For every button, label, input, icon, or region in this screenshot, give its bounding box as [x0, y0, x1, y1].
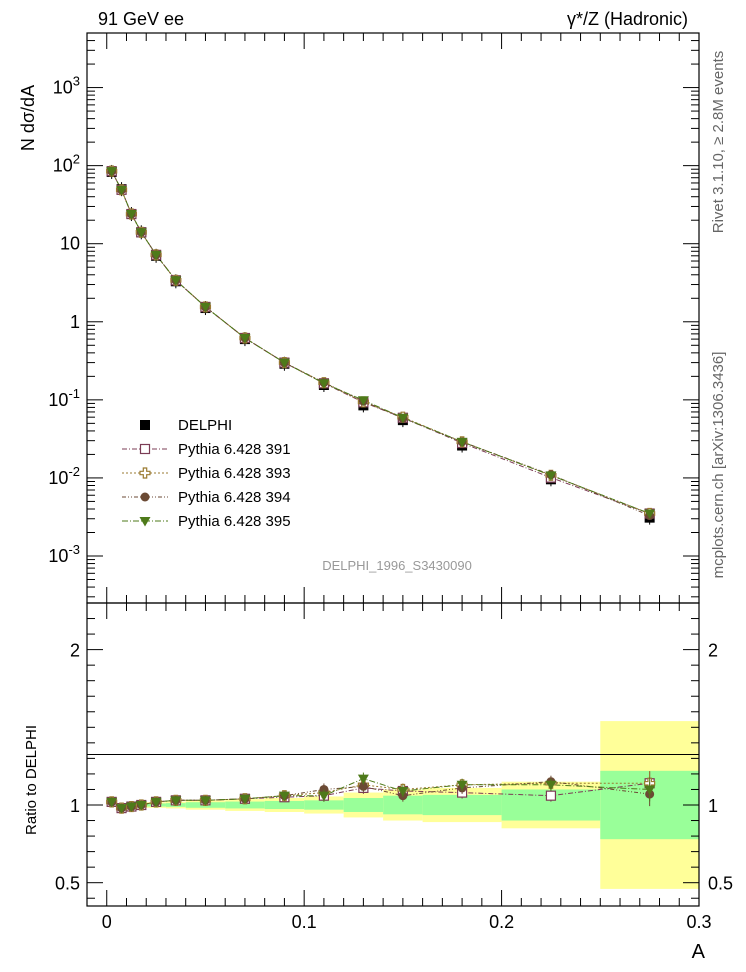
mc-point — [116, 185, 128, 196]
ratio-uncertainty-bands — [106, 721, 699, 889]
band-inner — [422, 794, 502, 816]
ratio-point — [125, 802, 137, 813]
ratio-point — [116, 804, 128, 814]
y-tick-label: 10-3 — [48, 542, 80, 566]
ratio-point — [106, 797, 118, 808]
legend-label: Pythia 6.428 393 — [178, 465, 291, 482]
ratio-point — [199, 796, 211, 806]
legend-label: DELPHI — [178, 417, 232, 434]
x-tick-label: 0 — [102, 912, 112, 932]
ratio-point — [545, 780, 557, 791]
mc-point — [170, 276, 182, 286]
mc-point — [357, 396, 369, 406]
ratio-points — [106, 771, 656, 814]
band-inner — [225, 801, 265, 809]
ratio-point — [456, 780, 468, 791]
legend-label: Pythia 6.428 395 — [178, 513, 291, 530]
legend-marker — [139, 517, 151, 527]
ratio-ylabel: Ratio to DELPHI — [23, 725, 40, 835]
mc-point — [644, 509, 656, 520]
legend-marker — [139, 467, 151, 479]
ratio-plot-frame — [86, 602, 700, 907]
ratio-point — [278, 791, 290, 802]
ratio-point — [318, 791, 330, 802]
ratio-point — [170, 796, 182, 806]
mc-point — [135, 228, 147, 238]
mc-curve — [111, 170, 650, 516]
ratio-y-tick-label-right: 2 — [708, 641, 718, 661]
ratio-y-tick-label-right: 0.5 — [708, 874, 733, 894]
mc-point — [397, 413, 409, 424]
y-tick-label: 10 — [60, 234, 80, 254]
main-curves — [111, 170, 650, 516]
ratio-point — [357, 774, 369, 785]
band-inner — [383, 795, 423, 815]
main-axes: 10-3 10-2 10-1 1 10 102 103 — [48, 32, 700, 603]
main-ylabel: N dσ/dA — [18, 85, 38, 151]
ratio-point — [545, 790, 557, 801]
mc-point — [150, 250, 162, 261]
band-inner — [304, 800, 344, 810]
x-axis-label: A — [692, 941, 706, 963]
legend-marker — [140, 420, 150, 430]
ratio-point — [358, 781, 368, 791]
mc-point — [545, 471, 557, 481]
legend-marker — [139, 443, 151, 455]
y-tick-label: 10-1 — [48, 386, 80, 410]
mc-point — [106, 167, 118, 177]
main-points — [106, 164, 656, 525]
ratio-point — [644, 785, 656, 795]
mc-curve — [111, 170, 650, 514]
ratio-point — [150, 797, 162, 808]
mc-curve — [111, 170, 650, 514]
x-tick-label: 0.3 — [686, 912, 711, 932]
x-tick-label: 0.2 — [489, 912, 514, 932]
mc-point — [456, 437, 468, 448]
mc-point — [278, 358, 290, 369]
x-tick-label: 0.1 — [292, 912, 317, 932]
ratio-point — [239, 794, 251, 805]
mc-point — [318, 379, 330, 389]
legend-label: Pythia 6.428 391 — [178, 441, 291, 458]
header-left: 91 GeV ee — [98, 9, 184, 29]
mc-point — [199, 302, 211, 313]
ratio-y-tick-label: 2 — [70, 641, 80, 661]
ratio-point — [397, 787, 409, 797]
legend-label: Pythia 6.428 394 — [178, 489, 291, 506]
ratio-y-tick-label-right: 1 — [708, 796, 718, 816]
y-tick-label: 102 — [53, 152, 80, 176]
rivet-label: Rivet 3.1.10, ≥ 2.8M events — [710, 51, 727, 234]
mc-curve — [111, 170, 650, 514]
y-tick-label: 103 — [53, 74, 80, 98]
mc-point — [125, 210, 137, 220]
analysis-watermark: DELPHI_1996_S3430090 — [322, 558, 472, 573]
ratio-y-tick-label: 0.5 — [55, 874, 80, 894]
y-tick-label: 1 — [70, 312, 80, 332]
legend: DELPHI Pythia 6.428 391 Pythia 6.428 393 Py… — [122, 417, 291, 530]
ratio-point — [135, 801, 147, 811]
y-tick-label: 10-2 — [48, 464, 80, 488]
ratio-y-tick-label: 1 — [70, 796, 80, 816]
header-right: γ*/Z (Hadronic) — [567, 9, 688, 29]
band-inner — [343, 798, 384, 812]
legend-marker — [140, 492, 150, 502]
ratio-axes: 0.5 0.5 1 1 2 2 0 0.1 0.2 0.3 — [55, 602, 733, 932]
band-inner — [264, 800, 305, 810]
mcplots-label: mcplots.cern.ch [arXiv:1306.3436] — [710, 352, 727, 579]
mc-point — [239, 333, 251, 344]
